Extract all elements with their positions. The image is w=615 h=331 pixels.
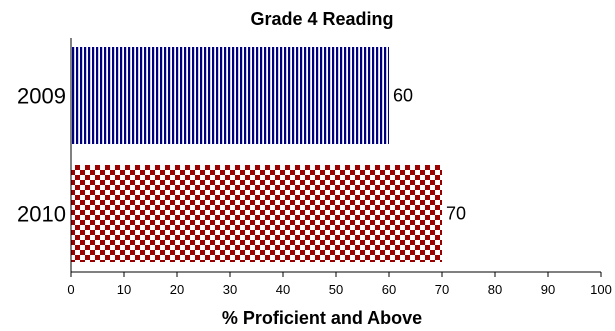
- bar-2010: [71, 165, 442, 262]
- x-tick-label-40: 40: [276, 282, 290, 297]
- x-tick-label-90: 90: [541, 282, 555, 297]
- chart-title: Grade 4 Reading: [250, 9, 393, 29]
- category-label-2009: 2009: [17, 84, 66, 109]
- x-tick-label-70: 70: [435, 282, 449, 297]
- x-tick-label-10: 10: [117, 282, 131, 297]
- x-tick-label-80: 80: [488, 282, 502, 297]
- x-tick-label-30: 30: [223, 282, 237, 297]
- x-tick-label-0: 0: [67, 282, 74, 297]
- category-label-2010: 2010: [17, 202, 66, 227]
- x-tick-label-60: 60: [382, 282, 396, 297]
- x-tick-label-50: 50: [329, 282, 343, 297]
- x-axis-label: % Proficient and Above: [222, 308, 422, 328]
- x-ticks: 0 10 20 30 40 50 60 70 80 90 100: [67, 272, 612, 297]
- x-tick-label-20: 20: [170, 282, 184, 297]
- bar-2009: [71, 47, 389, 144]
- data-label-2009: 60: [393, 86, 413, 106]
- data-label-2010: 70: [446, 204, 466, 224]
- bars-layer: [71, 47, 442, 262]
- x-tick-label-100: 100: [590, 282, 612, 297]
